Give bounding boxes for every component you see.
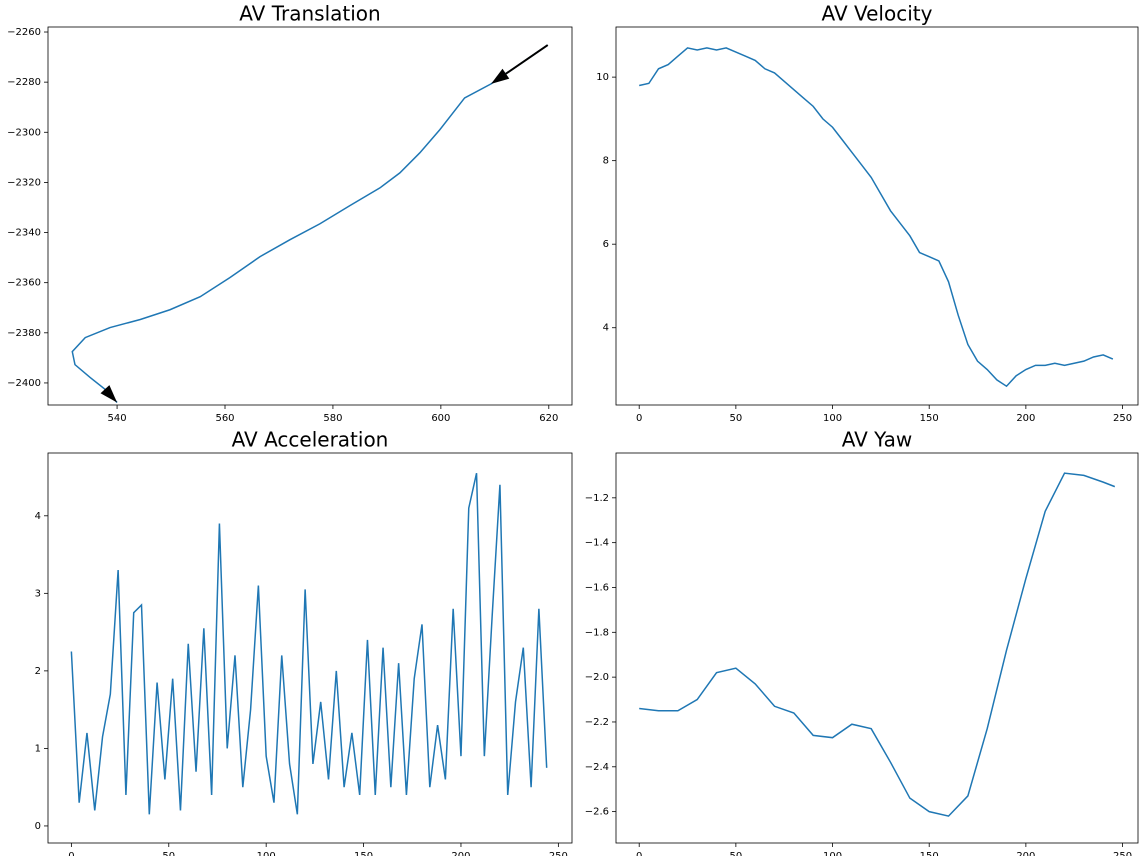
y-tick-label: 4 <box>35 511 41 522</box>
y-tick-label: −2.4 <box>585 762 609 773</box>
arrow-head <box>491 68 510 84</box>
x-tick-label: 100 <box>823 851 842 856</box>
y-tick-label: 3 <box>35 588 41 599</box>
x-tick-label: 200 <box>1016 851 1035 856</box>
arrow-shaft <box>505 44 549 75</box>
data-line <box>639 472 1116 817</box>
x-tick-label: 0 <box>68 851 74 856</box>
data-line <box>70 472 548 815</box>
y-tick-label: −2.6 <box>585 807 609 818</box>
y-tick-label: −1.6 <box>585 582 609 593</box>
y-tick-label: −2.0 <box>585 672 609 683</box>
subplot: AV Velocity 0 50 100 150 200 250 4 6 8 10 <box>596 2 1139 424</box>
y-tick-label: 10 <box>596 72 609 83</box>
subplot-title: AV Yaw <box>842 428 913 452</box>
y-tick-label: −2260 <box>7 27 41 38</box>
x-tick-label: 0 <box>636 413 642 424</box>
x-tick-label: 560 <box>215 413 234 424</box>
y-tick-label: −2.2 <box>585 717 609 728</box>
y-tick-label: 1 <box>35 743 41 754</box>
data-line <box>639 47 1114 388</box>
x-tick-label: 250 <box>1113 413 1132 424</box>
y-tick-label: −2280 <box>7 77 41 88</box>
y-tick-label: −2400 <box>7 378 41 389</box>
x-tick-label: 600 <box>431 413 450 424</box>
axes-frame <box>47 26 573 406</box>
x-tick-label: 150 <box>920 851 939 856</box>
x-tick-label: 0 <box>636 851 642 856</box>
y-tick-label: −1.2 <box>585 493 609 504</box>
y-tick-label: 2 <box>35 666 41 677</box>
x-tick-label: 200 <box>451 851 470 856</box>
y-tick-label: −2380 <box>7 328 41 339</box>
x-tick-label: 50 <box>729 413 742 424</box>
x-tick-label: 100 <box>823 413 842 424</box>
x-tick-label: 100 <box>257 851 276 856</box>
y-tick-label: 4 <box>603 323 609 334</box>
x-tick-label: 250 <box>1113 851 1132 856</box>
y-tick-label: −2340 <box>7 228 41 239</box>
x-tick-label: 250 <box>549 851 568 856</box>
x-tick-label: 620 <box>539 413 558 424</box>
subplot-title: AV Acceleration <box>232 428 389 452</box>
subplot-title: AV Translation <box>239 2 380 26</box>
x-tick-label: 150 <box>354 851 373 856</box>
x-tick-label: 540 <box>108 413 127 424</box>
axes-frame <box>615 26 1139 406</box>
subplot: AV Yaw 0 50 100 150 200 250 −2.6 −2.4 −2.2 −2.0 −1.… <box>585 428 1139 856</box>
subplot: AV Acceleration 0 50 100 150 200 250 0 1 2 3 4 <box>35 428 573 856</box>
y-tick-label: 8 <box>603 156 609 167</box>
axes-frame <box>615 452 1139 844</box>
y-tick-label: −1.8 <box>585 627 609 638</box>
y-tick-label: −2320 <box>7 177 41 188</box>
y-tick-label: −2360 <box>7 278 41 289</box>
x-tick-label: 50 <box>729 851 742 856</box>
y-tick-label: −1.4 <box>585 538 609 549</box>
x-tick-label: 150 <box>920 413 939 424</box>
subplot: AV Translation 540 560 580 600 620 −2260 −2280 −… <box>7 2 573 424</box>
y-tick-label: 0 <box>35 821 41 832</box>
x-tick-label: 50 <box>162 851 175 856</box>
subplot-title: AV Velocity <box>822 2 933 26</box>
x-tick-label: 200 <box>1016 413 1035 424</box>
x-tick-label: 580 <box>323 413 342 424</box>
y-tick-label: 6 <box>603 239 609 250</box>
axes-frame <box>47 452 573 844</box>
y-tick-label: −2300 <box>7 127 41 138</box>
data-line <box>71 44 549 403</box>
arrow-head <box>100 385 118 403</box>
